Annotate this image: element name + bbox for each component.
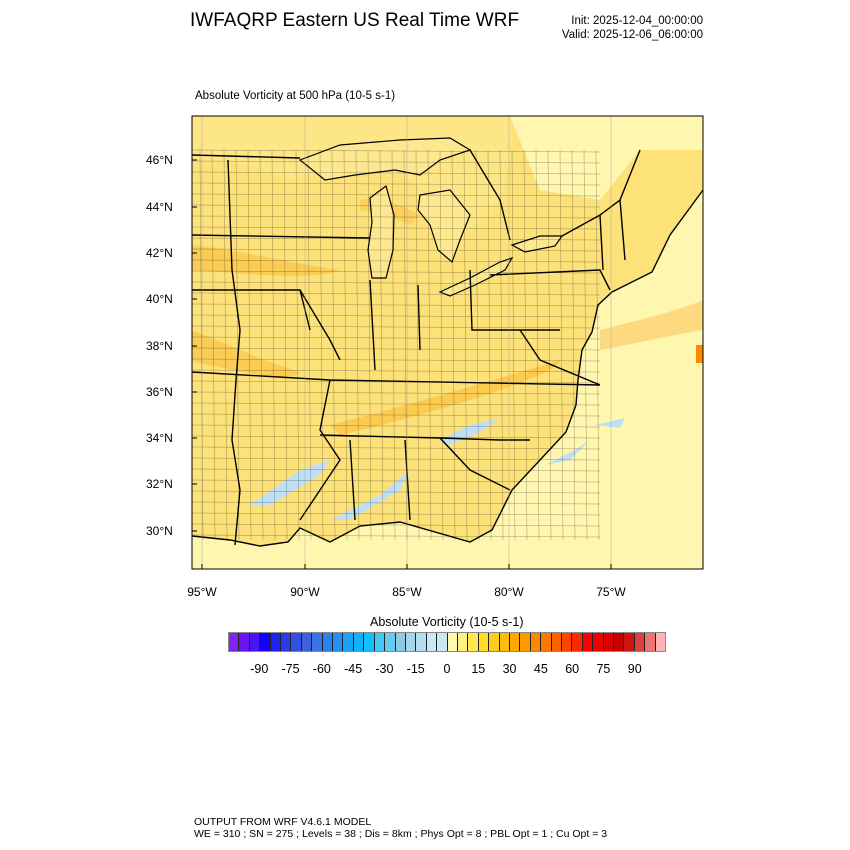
vorticity-max: [696, 345, 703, 363]
colorbar-swatch: [478, 633, 490, 651]
colorbar-swatch: [239, 633, 250, 651]
colorbar-swatch: [260, 633, 271, 651]
lon-tick-label: 90°W: [290, 585, 320, 599]
lat-tick-label: 38°N: [146, 339, 173, 353]
colorbar-swatch: [582, 633, 594, 651]
lat-tick-label: 40°N: [146, 292, 173, 306]
init-time: Init: 2025-12-04_00:00:00: [571, 15, 703, 27]
colorbar-label: 90: [627, 662, 642, 676]
county-lines: (function(){ const g=document.currentScr…: [192, 149, 601, 541]
colorbar-swatch: [541, 633, 552, 651]
lat-tick-label: 36°N: [146, 385, 173, 399]
vorticity-band: [600, 300, 703, 350]
colorbar-swatch: [395, 633, 406, 651]
lake-huron: [417, 189, 471, 264]
colorbar-swatch: [364, 633, 375, 651]
colorbar-swatch: [437, 633, 448, 651]
colorbar-swatch: [645, 633, 656, 651]
land: [192, 116, 703, 546]
colorbar-label: -15: [406, 662, 425, 676]
colorbar-label: 0: [443, 662, 451, 676]
colorbar-title: Absolute Vorticity (10-5 s-1): [370, 615, 524, 629]
colorbar-swatch: [249, 633, 261, 651]
colorbar-swatch: [291, 633, 302, 651]
colorbar-swatch: [489, 633, 500, 651]
colorbar-swatch: [603, 633, 615, 651]
colorbar-swatch: [499, 633, 510, 651]
colorbar-swatch: [343, 633, 354, 651]
colorbar-label: -90: [250, 662, 269, 676]
valid-time: Valid: 2025-12-06_06:00:00: [561, 29, 703, 41]
colorbar-swatch: [624, 633, 635, 651]
state-lines: [192, 159, 626, 546]
lat-tick-label: 30°N: [146, 524, 173, 538]
colorbar-swatch: [281, 633, 292, 651]
colorbar-swatch: [353, 633, 365, 651]
lat-tick-label: 44°N: [146, 200, 173, 214]
negative-vorticity-patch: [595, 418, 625, 428]
colorbar-swatch: [312, 633, 323, 651]
lat-tick-label: 34°N: [146, 431, 173, 445]
colorbar-swatch: [468, 633, 479, 651]
map-frame: [191, 115, 704, 570]
colorbar-swatch: [270, 633, 282, 651]
model-config: WE = 310 ; SN = 275 ; Levels = 38 ; Dis …: [194, 828, 608, 840]
colorbar-swatch: [655, 633, 666, 651]
lake-michigan: [367, 184, 395, 279]
colorbar-swatch: [593, 633, 604, 651]
vorticity-band: [330, 360, 561, 435]
lat-tick-label: 32°N: [146, 477, 173, 491]
colorbar-swatch: [301, 633, 313, 651]
colorbar-swatch: [333, 633, 344, 651]
colorbar-label: -30: [375, 662, 394, 676]
colorbar-swatch: [509, 633, 521, 651]
graticule: [201, 116, 612, 569]
lon-tick-label: 75°W: [596, 585, 626, 599]
colorbar-label: -75: [281, 662, 300, 676]
colorbar-swatch: [426, 633, 438, 651]
lake-ontario: [510, 235, 564, 253]
colorbar-label: 75: [596, 662, 611, 676]
negative-vorticity-patch: [250, 460, 330, 505]
colorbar-swatch: [634, 633, 646, 651]
colorbar-swatch: [405, 633, 417, 651]
colorbar-label: -45: [344, 662, 363, 676]
colorbar: [228, 632, 666, 652]
colorbar-swatch: [551, 633, 562, 651]
colorbar-swatch: [457, 633, 469, 651]
colorbar-swatch: [572, 633, 583, 651]
field-subtitle: Absolute Vorticity at 500 hPa (10-5 s-1): [195, 90, 396, 102]
colorbar-swatch: [614, 633, 625, 651]
lon-tick-label: 80°W: [494, 585, 524, 599]
us-canada-border: [192, 149, 641, 241]
lat-tick-label: 46°N: [146, 153, 173, 167]
colorbar-swatch: [374, 633, 386, 651]
colorbar-label: -60: [312, 662, 331, 676]
model-info: OUTPUT FROM WRF V4.6.1 MODEL WE = 310 ; …: [194, 816, 607, 840]
colorbar-swatch: [416, 633, 427, 651]
colorbar-swatch: [322, 633, 334, 651]
time-info: Init: 2025-12-04_00:00:00 Valid: 2025-12…: [562, 14, 703, 42]
colorbar-swatch: [447, 633, 458, 651]
lon-tick-label: 85°W: [392, 585, 422, 599]
colorbar-label: 15: [471, 662, 486, 676]
plot-title: IWFAQRP Eastern US Real Time WRF: [190, 10, 520, 31]
colorbar-label: 60: [565, 662, 580, 676]
colorbar-swatch: [562, 633, 573, 651]
coastline: [192, 189, 703, 547]
colorbar-swatch: [530, 633, 542, 651]
lon-tick-label: 95°W: [187, 585, 217, 599]
colorbar-swatch: [520, 633, 531, 651]
lat-tick-label: 42°N: [146, 246, 173, 260]
colorbar-label: 30: [502, 662, 517, 676]
colorbar-swatch: [385, 633, 396, 651]
colorbar-label: 45: [533, 662, 548, 676]
model-version: OUTPUT FROM WRF V4.6.1 MODEL: [194, 816, 372, 828]
vorticity-band: [192, 330, 300, 378]
colorbar-swatch: [229, 633, 240, 651]
